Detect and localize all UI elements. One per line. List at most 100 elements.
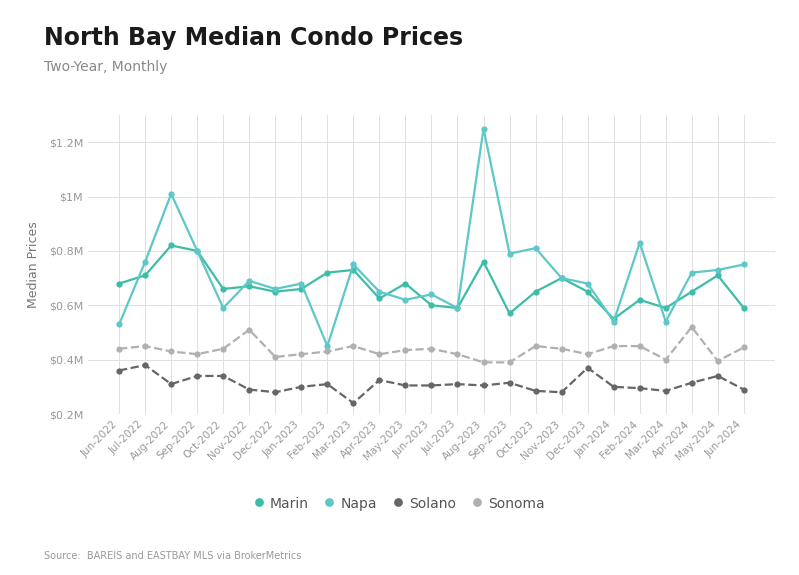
Marin xyxy=(479,258,488,265)
Sonoma xyxy=(296,351,306,358)
Sonoma xyxy=(400,347,410,354)
Marin xyxy=(661,305,670,312)
Napa xyxy=(375,288,384,295)
Marin xyxy=(557,275,566,282)
Napa xyxy=(114,321,124,328)
Napa xyxy=(557,275,566,282)
Napa xyxy=(609,318,618,325)
Text: Two-Year, Monthly: Two-Year, Monthly xyxy=(44,60,167,74)
Marin xyxy=(166,242,176,249)
Solano xyxy=(505,380,515,386)
Marin xyxy=(427,302,436,309)
Napa xyxy=(479,125,488,132)
Text: North Bay Median Condo Prices: North Bay Median Condo Prices xyxy=(44,26,463,50)
Sonoma xyxy=(114,346,124,352)
Marin xyxy=(348,266,358,273)
Solano xyxy=(193,373,202,380)
Solano xyxy=(453,381,463,388)
Marin xyxy=(296,286,306,293)
Solano xyxy=(427,382,436,389)
Solano xyxy=(348,400,358,407)
Solano xyxy=(557,389,566,396)
Napa xyxy=(271,286,280,293)
Sonoma xyxy=(609,343,618,350)
Solano xyxy=(479,382,488,389)
Solano xyxy=(635,385,645,392)
Solano xyxy=(582,365,592,371)
Napa xyxy=(323,343,332,350)
Solano xyxy=(166,381,176,388)
Marin xyxy=(218,286,228,293)
Sonoma xyxy=(427,346,436,352)
Solano xyxy=(296,384,306,390)
Sonoma xyxy=(271,354,280,361)
Marin xyxy=(400,280,410,287)
Sonoma xyxy=(687,324,697,331)
Napa xyxy=(582,280,592,287)
Marin xyxy=(713,272,722,279)
Napa xyxy=(713,266,722,273)
Sonoma xyxy=(582,351,592,358)
Sonoma xyxy=(739,344,749,351)
Solano xyxy=(141,362,150,369)
Napa xyxy=(166,190,176,197)
Marin xyxy=(323,269,332,276)
Marin xyxy=(114,280,124,287)
Marin xyxy=(375,295,384,302)
Sonoma xyxy=(348,343,358,350)
Napa xyxy=(635,239,645,246)
Sonoma xyxy=(218,346,228,352)
Sonoma xyxy=(375,351,384,358)
Sonoma xyxy=(505,359,515,366)
Marin xyxy=(635,296,645,303)
Sonoma xyxy=(166,348,176,355)
Marin xyxy=(141,272,150,279)
Solano xyxy=(713,373,722,380)
Sonoma xyxy=(531,343,540,350)
Napa xyxy=(141,258,150,265)
Napa xyxy=(453,305,463,312)
Napa xyxy=(427,291,436,298)
Sonoma xyxy=(141,343,150,350)
Solano xyxy=(687,380,697,386)
Line: Napa: Napa xyxy=(116,125,747,349)
Line: Sonoma: Sonoma xyxy=(116,324,747,366)
Sonoma xyxy=(244,326,254,333)
Marin xyxy=(687,288,697,295)
Legend: Marin, Napa, Solano, Sonoma: Marin, Napa, Solano, Sonoma xyxy=(248,491,551,516)
Solano xyxy=(375,377,384,384)
Napa xyxy=(687,269,697,276)
Marin xyxy=(193,247,202,254)
Solano xyxy=(244,386,254,393)
Marin xyxy=(505,310,515,317)
Sonoma xyxy=(323,348,332,355)
Solano xyxy=(323,381,332,388)
Text: Source:  BAREIS and EASTBAY MLS via BrokerMetrics: Source: BAREIS and EASTBAY MLS via Broke… xyxy=(44,551,301,561)
Solano xyxy=(661,388,670,394)
Solano xyxy=(609,384,618,390)
Line: Solano: Solano xyxy=(116,362,747,407)
Marin xyxy=(271,288,280,295)
Marin xyxy=(531,288,540,295)
Marin xyxy=(582,288,592,295)
Solano xyxy=(218,373,228,380)
Marin xyxy=(609,316,618,323)
Sonoma xyxy=(635,343,645,350)
Sonoma xyxy=(557,346,566,352)
Marin xyxy=(244,283,254,290)
Sonoma xyxy=(479,359,488,366)
Napa xyxy=(193,247,202,254)
Napa xyxy=(400,296,410,303)
Napa xyxy=(348,261,358,268)
Solano xyxy=(114,367,124,374)
Napa xyxy=(244,277,254,284)
Napa xyxy=(661,318,670,325)
Sonoma xyxy=(713,358,722,365)
Napa xyxy=(296,280,306,287)
Napa xyxy=(218,305,228,312)
Marin xyxy=(453,305,463,312)
Solano xyxy=(739,386,749,393)
Solano xyxy=(531,388,540,394)
Line: Marin: Marin xyxy=(116,242,747,322)
Napa xyxy=(531,245,540,252)
